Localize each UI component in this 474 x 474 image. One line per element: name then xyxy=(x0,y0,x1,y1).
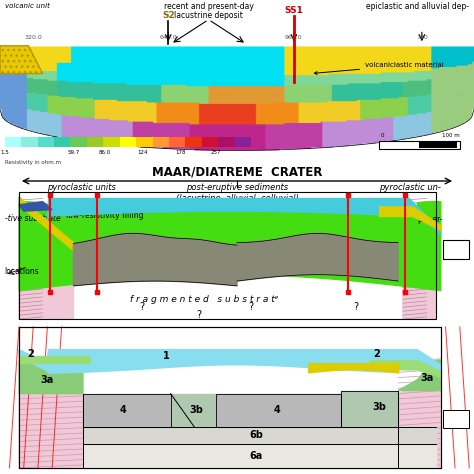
Text: 1.5: 1.5 xyxy=(0,150,9,155)
Bar xyxy=(71,137,87,147)
Text: 0: 0 xyxy=(444,240,447,245)
Bar xyxy=(443,410,469,428)
Text: volcanic unit: volcanic unit xyxy=(5,3,50,9)
Polygon shape xyxy=(403,201,436,319)
Bar xyxy=(21,137,37,147)
Text: -tive substrate: -tive substrate xyxy=(5,214,61,223)
Text: MAAR/DIATREME  CRATER: MAAR/DIATREME CRATER xyxy=(152,165,322,178)
Text: lacustrine deposit: lacustrine deposit xyxy=(174,11,243,20)
Text: 3a: 3a xyxy=(41,375,54,385)
Text: high-resistivity filling: high-resistivity filling xyxy=(139,257,221,266)
Polygon shape xyxy=(0,46,43,73)
Text: Resistivity in ohm.m: Resistivity in ohm.m xyxy=(5,160,61,165)
Polygon shape xyxy=(398,360,441,468)
Text: 3a: 3a xyxy=(420,374,433,383)
Text: post-eruptive sediments
(lacustrine, alluvial, colluvial): post-eruptive sediments (lacustrine, all… xyxy=(175,183,299,203)
Polygon shape xyxy=(237,233,398,281)
Text: f r a g m e n t e d   s u b s t r a tᵉ: f r a g m e n t e d s u b s t r a tᵉ xyxy=(129,295,278,304)
Text: epiclastic and alluvial dep-: epiclastic and alluvial dep- xyxy=(366,1,469,10)
Polygon shape xyxy=(171,393,216,427)
Text: 3b: 3b xyxy=(190,405,204,415)
Polygon shape xyxy=(398,360,441,391)
Bar xyxy=(120,137,136,147)
Text: ?: ? xyxy=(249,302,254,312)
Bar xyxy=(443,240,469,259)
Text: low-resistivity filling: low-resistivity filling xyxy=(66,211,144,220)
Text: locations: locations xyxy=(5,267,39,276)
Text: ?: ? xyxy=(197,310,201,320)
Text: S2: S2 xyxy=(162,10,174,19)
Text: 59.7: 59.7 xyxy=(67,150,80,155)
Text: 4: 4 xyxy=(120,405,127,415)
Text: 2: 2 xyxy=(374,349,380,359)
Text: 100 m: 100 m xyxy=(442,133,460,138)
Polygon shape xyxy=(83,393,171,427)
Bar xyxy=(87,137,103,147)
Bar xyxy=(153,137,169,147)
Bar xyxy=(136,137,153,147)
Bar xyxy=(19,327,441,468)
Bar xyxy=(419,142,457,148)
Text: pre-er-: pre-er- xyxy=(418,215,443,224)
Polygon shape xyxy=(19,201,52,211)
Bar xyxy=(19,192,436,319)
Text: 178: 178 xyxy=(175,150,185,155)
Text: ?: ? xyxy=(353,302,358,312)
Text: 257: 257 xyxy=(210,150,221,155)
Bar xyxy=(19,327,441,468)
Text: 640.0: 640.0 xyxy=(159,35,177,40)
Text: 1: 1 xyxy=(163,351,169,361)
Polygon shape xyxy=(19,360,83,468)
Text: pyroclastic units: pyroclastic units xyxy=(47,183,116,192)
Text: 6b: 6b xyxy=(249,430,263,440)
Polygon shape xyxy=(216,393,341,427)
Bar xyxy=(185,137,202,147)
Text: recent and present-day: recent and present-day xyxy=(164,1,254,10)
Text: 0: 0 xyxy=(380,133,383,138)
Text: 320.0: 320.0 xyxy=(24,35,42,40)
Bar xyxy=(103,137,120,147)
Text: ?: ? xyxy=(140,302,145,312)
Bar xyxy=(169,137,185,147)
Text: 780: 780 xyxy=(416,35,428,40)
Text: slumpling: slumpling xyxy=(341,255,379,263)
Bar xyxy=(37,137,54,147)
Bar xyxy=(54,137,71,147)
Text: pyroclastic un-: pyroclastic un- xyxy=(379,183,441,192)
Polygon shape xyxy=(19,201,441,291)
Bar xyxy=(5,137,21,147)
Text: 124: 124 xyxy=(137,150,147,155)
Text: SS1: SS1 xyxy=(284,6,303,15)
Text: 6a: 6a xyxy=(249,451,263,461)
Text: 3b: 3b xyxy=(372,402,386,412)
Polygon shape xyxy=(19,201,73,319)
Polygon shape xyxy=(341,391,398,427)
Bar xyxy=(219,137,235,147)
Polygon shape xyxy=(19,360,83,393)
Text: 960.0: 960.0 xyxy=(285,35,303,40)
Polygon shape xyxy=(19,350,441,376)
Text: 4: 4 xyxy=(274,405,281,415)
Text: volcaniclastic material: volcaniclastic material xyxy=(314,63,444,74)
Bar xyxy=(235,137,251,147)
Text: 2: 2 xyxy=(27,349,34,359)
Polygon shape xyxy=(73,233,237,286)
Bar xyxy=(202,137,219,147)
Polygon shape xyxy=(19,197,441,234)
Text: 86.0: 86.0 xyxy=(98,150,110,155)
Bar xyxy=(379,141,460,149)
Text: 0: 0 xyxy=(444,410,447,415)
